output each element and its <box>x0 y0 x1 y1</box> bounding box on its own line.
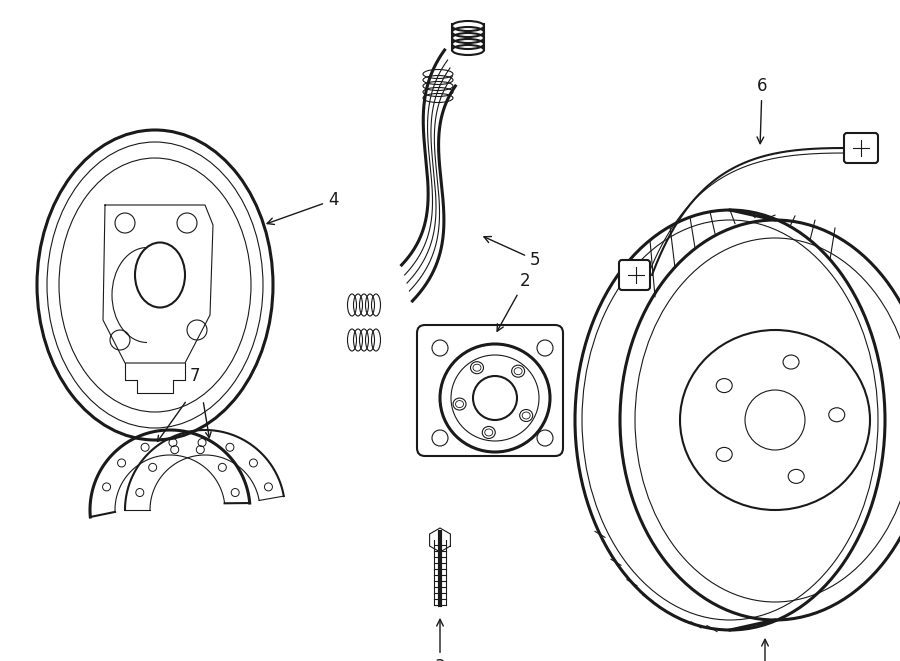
Text: 6: 6 <box>757 77 767 143</box>
Text: 4: 4 <box>267 191 338 225</box>
Ellipse shape <box>482 426 495 438</box>
FancyBboxPatch shape <box>844 133 878 163</box>
Text: 5: 5 <box>484 237 541 269</box>
Ellipse shape <box>440 344 550 452</box>
Ellipse shape <box>519 410 533 422</box>
Ellipse shape <box>788 469 805 483</box>
FancyBboxPatch shape <box>619 260 650 290</box>
Ellipse shape <box>511 365 525 377</box>
Ellipse shape <box>716 379 733 393</box>
Text: 7: 7 <box>190 367 200 385</box>
Text: 2: 2 <box>497 272 530 331</box>
Ellipse shape <box>829 408 845 422</box>
Ellipse shape <box>453 398 466 410</box>
FancyBboxPatch shape <box>417 325 563 456</box>
Text: 3: 3 <box>435 619 446 661</box>
Ellipse shape <box>471 362 483 373</box>
Text: 1: 1 <box>760 639 770 661</box>
Ellipse shape <box>716 447 733 461</box>
Ellipse shape <box>783 355 799 369</box>
